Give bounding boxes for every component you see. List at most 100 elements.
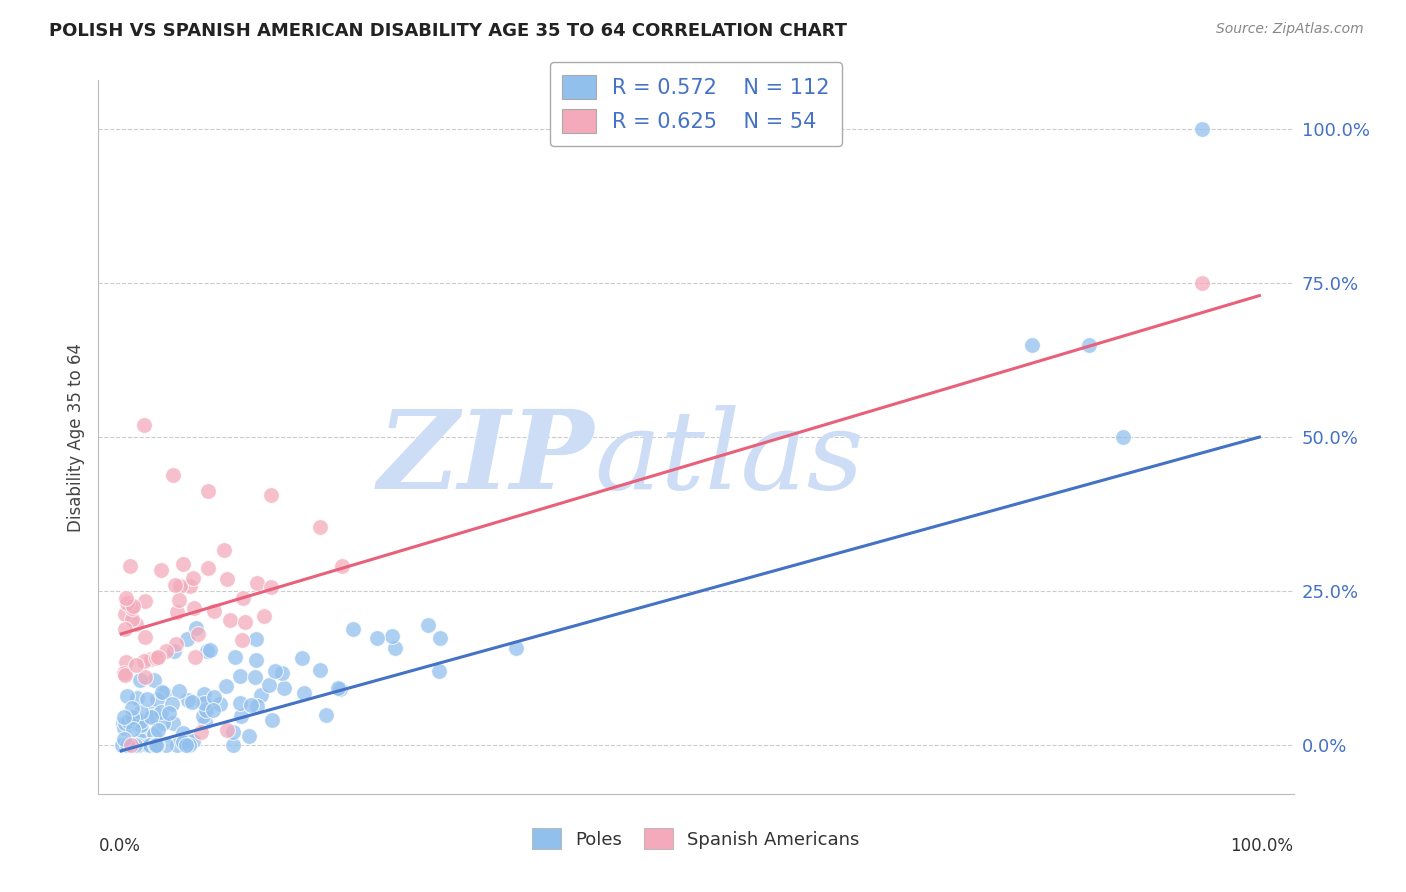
Point [260, 713, 283, 727]
Point [112, 710, 135, 724]
Point [115, 591, 138, 605]
Point [179, 579, 201, 593]
Point [143, 738, 166, 752]
Point [138, 738, 160, 752]
Text: 100.0%: 100.0% [1230, 837, 1294, 855]
Point [177, 738, 200, 752]
Point [1112, 430, 1135, 444]
Point [122, 599, 145, 614]
Point [187, 627, 209, 641]
Point [152, 716, 174, 731]
Point [332, 558, 354, 573]
Point [122, 738, 145, 752]
Point [139, 738, 162, 752]
Point [169, 684, 191, 698]
Point [246, 698, 269, 713]
Point [229, 709, 252, 723]
Point [181, 734, 204, 748]
Point [132, 417, 155, 432]
Point [115, 596, 138, 610]
Point [505, 640, 527, 655]
Point [145, 738, 167, 752]
Point [125, 691, 148, 706]
Point [174, 738, 197, 752]
Point [141, 705, 163, 719]
Point [117, 714, 139, 729]
Point [145, 650, 167, 665]
Point [195, 703, 218, 717]
Point [229, 696, 252, 710]
Point [177, 692, 200, 706]
Text: atlas: atlas [595, 405, 865, 512]
Point [235, 615, 257, 630]
Point [193, 687, 215, 701]
Point [427, 664, 450, 678]
Point [114, 668, 136, 682]
Point [190, 725, 212, 739]
Point [118, 738, 141, 752]
Point [142, 709, 165, 723]
Point [224, 649, 246, 664]
Point [202, 690, 225, 704]
Point [115, 738, 138, 752]
Point [131, 718, 153, 732]
Point [231, 633, 253, 648]
Point [197, 561, 219, 575]
Point [157, 706, 180, 720]
Point [114, 622, 136, 636]
Point [222, 725, 245, 739]
Point [155, 738, 177, 752]
Point [183, 601, 205, 615]
Point [112, 731, 135, 746]
Point [217, 723, 239, 737]
Point [146, 723, 169, 737]
Point [186, 622, 208, 636]
Point [112, 715, 135, 730]
Point [291, 651, 314, 665]
Point [250, 689, 273, 703]
Point [342, 623, 364, 637]
Point [166, 605, 188, 619]
Point [125, 617, 148, 632]
Point [143, 738, 166, 752]
Point [222, 738, 245, 752]
Point [197, 484, 219, 499]
Point [183, 649, 205, 664]
Point [172, 558, 194, 572]
Point [177, 731, 200, 746]
Point [112, 665, 135, 680]
Point [143, 727, 166, 741]
Point [114, 716, 136, 731]
Point [121, 611, 143, 625]
Point [212, 543, 235, 558]
Point [309, 663, 332, 677]
Point [202, 703, 225, 717]
Point [240, 698, 263, 713]
Point [232, 591, 254, 605]
Point [309, 519, 332, 533]
Point [1191, 277, 1213, 291]
Point [141, 709, 163, 723]
Point [134, 670, 156, 684]
Point [163, 643, 186, 657]
Point [150, 563, 173, 577]
Point [127, 738, 149, 752]
Point [238, 729, 260, 743]
Point [1191, 122, 1213, 136]
Point [326, 681, 349, 695]
Point [181, 696, 204, 710]
Point [259, 487, 281, 501]
Point [202, 605, 225, 619]
Point [191, 709, 214, 723]
Point [162, 716, 184, 731]
Point [292, 686, 315, 700]
Point [114, 714, 136, 729]
Point [120, 738, 142, 752]
Point [128, 738, 150, 752]
Point [125, 658, 148, 673]
Point [112, 722, 135, 736]
Text: POLISH VS SPANISH AMERICAN DISABILITY AGE 35 TO 64 CORRELATION CHART: POLISH VS SPANISH AMERICAN DISABILITY AG… [49, 22, 848, 40]
Point [134, 593, 156, 607]
Point [117, 689, 139, 703]
Point [121, 709, 143, 723]
